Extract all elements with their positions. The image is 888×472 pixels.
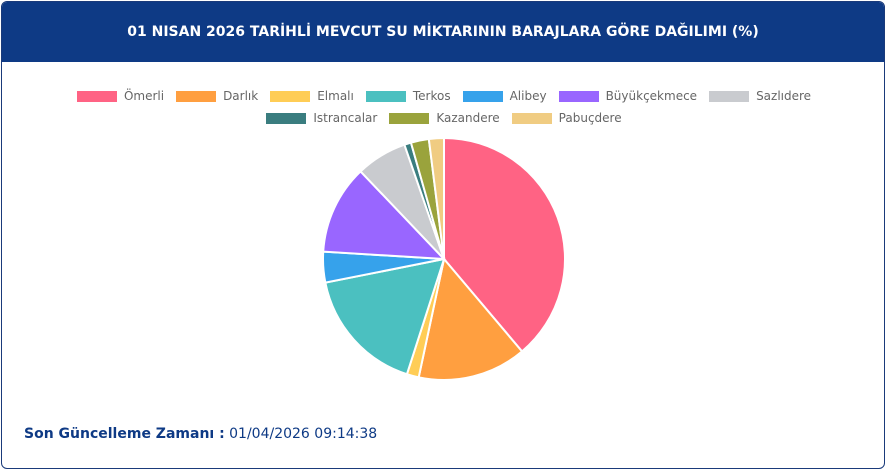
pie-slice [427, 136, 445, 260]
footer-value: 01/04/2026 09:14:38 [229, 426, 378, 442]
legend: Ömerli Darlık Elmalı Terkos Alibey Büyükçekme… [22, 88, 866, 126]
legend-label: Kazandere [436, 111, 500, 125]
legend-item[interactable]: Kazandere [389, 110, 500, 126]
legend-label: Darlık [223, 89, 259, 103]
legend-item[interactable]: Sazlıdere [709, 88, 811, 104]
legend-swatch [266, 112, 307, 124]
legend-label: Alibey [509, 89, 547, 103]
footer: Son Güncelleme Zamanı : 01/04/2026 09:14… [24, 426, 377, 442]
legend-item[interactable]: Büyükçekmece [558, 88, 698, 104]
legend-swatch [709, 90, 750, 102]
legend-label: Büyükçekmece [605, 89, 698, 103]
legend-label: Sazlıdere [756, 89, 812, 103]
footer-label: Son Güncelleme Zamanı : [24, 426, 225, 442]
legend-label: Terkos [412, 89, 451, 103]
legend-label: Elmalı [317, 89, 354, 103]
legend-item[interactable]: Terkos [365, 88, 451, 104]
legend-item[interactable]: Istrancalar [266, 110, 377, 126]
legend-swatch [558, 90, 599, 102]
legend-item[interactable]: Elmalı [270, 88, 354, 104]
legend-label: Ömerli [123, 89, 165, 103]
legend-swatch [389, 112, 430, 124]
legend-label: Pabuçdere [558, 111, 622, 125]
legend-swatch [176, 90, 217, 102]
legend-item[interactable]: Pabuçdere [511, 110, 622, 126]
pie-slice [322, 169, 447, 261]
chart-title: 01 NISAN 2026 TARİHLİ MEVCUT SU MİKTARIN… [2, 2, 884, 62]
legend-swatch [511, 112, 552, 124]
legend-swatch [76, 90, 117, 102]
legend-item[interactable]: Alibey [462, 88, 547, 104]
legend-swatch [462, 90, 503, 102]
legend-swatch [365, 90, 406, 102]
pie-slice [324, 257, 446, 376]
legend-swatch [270, 90, 311, 102]
legend-label: Istrancalar [313, 111, 378, 125]
legend-item[interactable]: Ömerli [76, 88, 165, 104]
pie-slice [417, 256, 524, 381]
pie-slice [443, 136, 566, 353]
legend-item[interactable]: Darlık [176, 88, 258, 104]
